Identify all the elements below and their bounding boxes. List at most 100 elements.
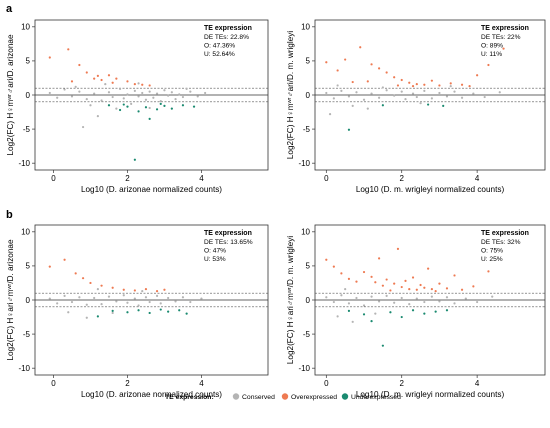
panel-b-right-point-conserved-22 (374, 312, 377, 315)
panel-a-right-point-conserved-18 (453, 90, 456, 93)
panel-a-right-ytick-label-1: 5 (306, 57, 311, 66)
panel-a-right-point-overexpressed-16 (476, 74, 479, 77)
figure-legend: TE expression: Conserved Overexpressed U… (165, 393, 401, 401)
panel-b-left-ytick-label-3: -5 (23, 330, 31, 339)
panel-a-left-point-underexpressed-7 (170, 107, 173, 110)
panel-b-left-point-conserved-22 (200, 297, 203, 300)
panel-b-left-point-conserved-26 (141, 290, 144, 293)
panel-a-left-point-underexpressed-8 (181, 104, 185, 107)
panel-a-right-point-overexpressed-4 (370, 63, 373, 66)
panel-a-right-point-conserved-9 (393, 94, 396, 97)
panel-label-b: b (6, 209, 13, 221)
panel-a-right-point-underexpressed-1 (381, 104, 384, 107)
panel-a-right-point-conserved-25 (419, 102, 422, 105)
panel-b-left-xtick-label-2: 4 (199, 379, 204, 388)
panel-a-left-ytick-label-0: 10 (21, 23, 30, 32)
panel-b-right-xtick-label-0: 0 (324, 379, 329, 388)
panel-b-left-point-conserved-9 (115, 300, 118, 303)
panel-a-right-point-underexpressed-3 (442, 104, 445, 108)
panel-b-right-ytick-label-2: 0 (306, 296, 311, 305)
legend-swatch-conserved (232, 393, 240, 400)
panel-a-left-point-conserved-29 (196, 95, 199, 98)
panel-b-right-point-overexpressed-23 (445, 287, 449, 290)
panel-a-right-point-overexpressed-10 (415, 82, 418, 86)
panel-b-left-xtick-label-0: 0 (51, 379, 56, 388)
panel-a-left-chart: 10 5 0 -5 -10 0 2 4 Log10 (D. arizonae normalize… (6, 19, 269, 194)
panel-a-right-annotation-line-1: O: 89% (481, 43, 503, 50)
panel-a-left-xtick-label-2: 4 (199, 174, 204, 183)
panel-b-right-point-overexpressed-17 (415, 288, 418, 291)
panel-b-left-point-overexpressed-7 (122, 288, 125, 291)
panel-b-right-point-overexpressed-6 (370, 275, 373, 278)
panel-b-right-point-overexpressed-0 (325, 258, 328, 261)
panel-a-left-point-underexpressed-9 (148, 117, 151, 120)
panel-b-left-point-conserved-5 (85, 303, 88, 306)
panel-b-right-point-underexpressed-4 (400, 315, 403, 319)
panel-b-left-ytick-label-1: 5 (26, 262, 31, 271)
panel-b-right-point-overexpressed-21 (430, 287, 433, 291)
panel-a-right-point-conserved-19 (460, 96, 464, 99)
panel-b-left-ytick-label-0: 10 (21, 228, 30, 237)
panel-b-left-point-conserved-17 (159, 302, 162, 305)
panel-a-right-point-conserved-7 (377, 96, 381, 99)
panel-a-right-annotation-title: TE expression (481, 25, 529, 32)
panel-b-right-chart: 10 5 0 -5 -10 0 2 4 Log10 (D. m. wrigleyi normal… (286, 224, 546, 399)
panel-a-left-point-conserved-38 (137, 82, 140, 85)
panel-b-left-point-overexpressed-3 (81, 277, 85, 280)
panel-a-right-point-overexpressed-6 (385, 71, 388, 74)
panel-b-left-point-overexpressed-2 (74, 272, 77, 275)
panel-b-left-annotation-line-0: DE TEs: 13.65% (204, 239, 253, 246)
panel-b-left-point-conserved-11 (126, 301, 129, 304)
panel-b-left-point-conserved-27 (96, 287, 99, 291)
panel-b-left-point-conserved-3 (70, 300, 74, 304)
panel-a-left-point-underexpressed-0 (107, 104, 111, 107)
panel-a-left-point-overexpressed-1 (67, 48, 70, 51)
panel-b-left-point-overexpressed-1 (63, 258, 66, 261)
panel-b-left-point-underexpressed-2 (137, 309, 140, 312)
panel-b-right-point-overexpressed-15 (408, 287, 411, 291)
panel-b-right-point-overexpressed-11 (393, 282, 396, 285)
panel-b-right-point-conserved-19 (476, 300, 479, 304)
panel-a-left-xtick-label-0: 0 (51, 174, 56, 183)
panel-a-left-point-overexpressed-12 (93, 77, 96, 80)
panel-b-left-point-underexpressed-8 (96, 315, 99, 318)
panel-b-right-point-underexpressed-8 (445, 309, 449, 312)
panel-a-left-point-underexpressed-2 (126, 105, 129, 108)
panel-a-left-annotation-line-1: O: 47.36% (204, 43, 235, 50)
panel-b-left-point-conserved-15 (148, 300, 151, 304)
panel-b-left-point-conserved-18 (167, 296, 170, 300)
panel-a-right-point-overexpressed-9 (408, 81, 411, 84)
legend-swatch-underexpressed (341, 393, 349, 400)
panel-b-left-point-overexpressed-5 (100, 284, 103, 287)
panel-b-left-point-overexpressed-6 (111, 286, 114, 289)
panel-a-left-ytick-label-2: 0 (26, 91, 31, 100)
panel-a-right-point-conserved-0 (325, 91, 328, 95)
panel-a-left-y-axis-label: Log2(FC) H♀mʷʳ♂ari/D. arizonae (6, 34, 15, 155)
legend-swatch-overexpressed (281, 393, 289, 400)
panel-a-right-point-overexpressed-21 (411, 85, 415, 88)
panel-a-left-point-conserved-15 (137, 95, 140, 98)
panel-a-left-point-conserved-33 (104, 82, 107, 86)
panel-b-left-annotation-line-1: O: 47% (204, 248, 226, 255)
panel-b-left-point-underexpressed-6 (178, 309, 181, 312)
panel-a-left-ytick-label-4: -10 (18, 159, 30, 168)
panel-a-left-point-overexpressed-3 (85, 71, 88, 74)
panel-a-left-point-underexpressed-6 (163, 104, 166, 108)
legend-label-underexpressed: Underexpressed (351, 394, 401, 401)
panel-a-left-point-conserved-16 (141, 91, 144, 95)
panel-b-left-point-conserved-24 (85, 316, 88, 319)
panel-a-left-point-overexpressed-4 (96, 74, 99, 78)
panel-a-left-point-conserved-22 (163, 89, 166, 92)
panel-b-right-point-overexpressed-24 (453, 274, 456, 277)
panel-a-right-point-conserved-3 (347, 95, 351, 98)
panel-b-right-point-overexpressed-25 (460, 288, 464, 291)
panel-a-right-point-overexpressed-3 (359, 46, 362, 49)
panel-b-left-point-underexpressed-1 (126, 311, 129, 314)
panel-b-left-point-conserved-25 (111, 311, 114, 315)
panel-b-right-point-conserved-15 (438, 300, 441, 303)
panel-b-left-annotation-line-2: U: 53% (204, 256, 226, 263)
panel-a-right-point-overexpressed-15 (460, 83, 464, 86)
panel-a-right-point-conserved-11 (404, 97, 407, 101)
panel-a-left-point-conserved-37 (115, 107, 118, 110)
panel-b-left-point-conserved-16 (155, 294, 159, 298)
